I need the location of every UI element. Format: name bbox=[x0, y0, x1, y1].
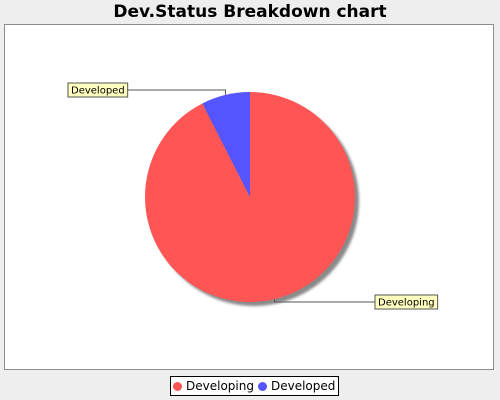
slice-label-developed: Developed bbox=[67, 82, 226, 98]
legend: Developing Developed bbox=[170, 376, 340, 396]
pie-slice-developed bbox=[202, 92, 250, 197]
slice-label-text-developing: Developing bbox=[378, 298, 435, 309]
legend-item-developing: Developing bbox=[173, 379, 254, 393]
slice-label-developing: Developing bbox=[274, 294, 439, 310]
slice-label-text-developed: Developed bbox=[71, 86, 125, 97]
slice-label-box-developing bbox=[374, 294, 439, 310]
legend-item-developed: Developed bbox=[257, 379, 336, 393]
legend-swatch-developed bbox=[257, 381, 267, 391]
legend-label-developing: Developing bbox=[186, 379, 254, 393]
legend-label-developed: Developed bbox=[270, 379, 336, 393]
leader-line-developing bbox=[274, 299, 375, 303]
leader-line-developed bbox=[127, 89, 226, 95]
slice-label-box-developed bbox=[67, 82, 129, 98]
chart-title: Dev.Status Breakdown chart bbox=[113, 2, 387, 22]
legend-swatch-developing bbox=[173, 381, 182, 391]
